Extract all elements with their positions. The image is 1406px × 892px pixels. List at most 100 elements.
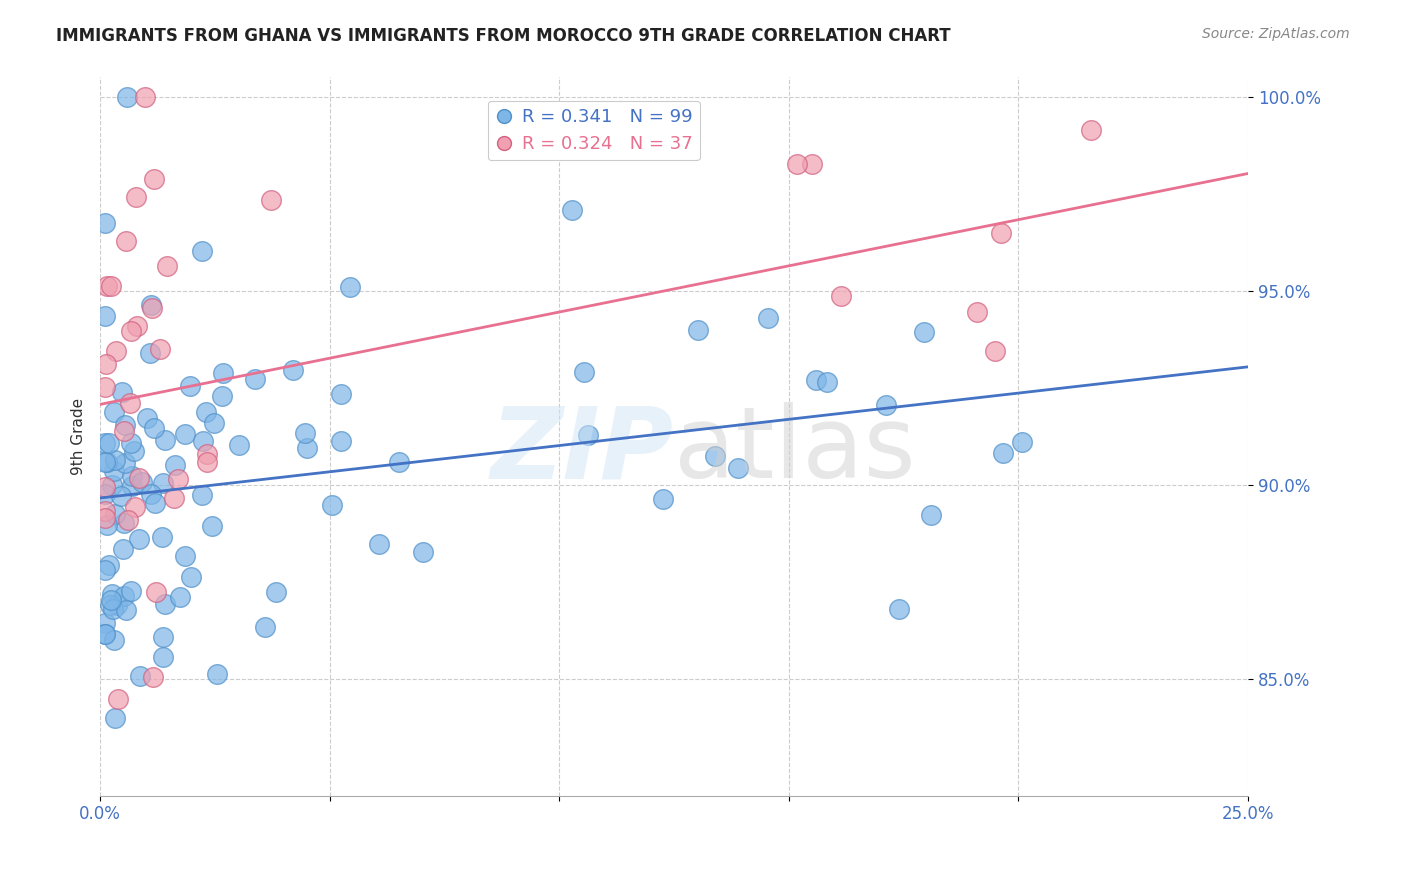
Immigrants from Ghana [264,584,287,599]
Immigrants from Ghana [321,499,343,513]
Y-axis label: 9th Grade: 9th Grade [72,398,86,475]
Immigrants from Ghana [572,365,595,379]
Immigrants from Ghana [875,398,897,412]
Immigrants from Ghana [121,479,143,493]
Immigrants from Ghana [94,627,117,641]
Immigrants from Morocco [260,193,283,207]
Immigrants from Morocco [127,319,149,334]
Immigrants from Ghana [228,438,250,452]
Immigrants from Ghana [152,650,174,665]
Immigrants from Ghana [339,280,361,294]
Immigrants from Morocco [128,471,150,485]
Immigrants from Ghana [93,216,115,230]
Immigrants from Ghana [139,486,162,500]
Immigrants from Ghana [96,518,118,533]
Immigrants from Ghana [103,465,125,479]
Immigrants from Morocco [156,259,179,273]
Immigrants from Ghana [212,366,235,380]
Immigrants from Morocco [107,691,129,706]
Immigrants from Ghana [104,453,127,467]
Immigrants from Morocco [143,171,166,186]
Immigrants from Ghana [94,626,117,640]
Immigrants from Ghana [129,669,152,683]
Immigrants from Ghana [110,489,132,503]
Immigrants from Ghana [756,310,779,325]
Text: Source: ZipAtlas.com: Source: ZipAtlas.com [1202,27,1350,41]
Immigrants from Ghana [111,384,134,399]
Text: ZIP: ZIP [491,402,673,500]
Immigrants from Morocco [984,344,1007,359]
Immigrants from Ghana [201,519,224,533]
Immigrants from Ghana [100,593,122,607]
Immigrants from Ghana [806,373,828,387]
Immigrants from Ghana [294,426,316,441]
Immigrants from Ghana [97,436,120,450]
Text: IMMIGRANTS FROM GHANA VS IMMIGRANTS FROM MOROCCO 9TH GRADE CORRELATION CHART: IMMIGRANTS FROM GHANA VS IMMIGRANTS FROM… [56,27,950,45]
Immigrants from Ghana [101,477,124,491]
Immigrants from Ghana [100,598,122,612]
Immigrants from Ghana [143,496,166,510]
Immigrants from Ghana [920,508,942,522]
Immigrants from Ghana [96,454,118,468]
Text: atlas: atlas [673,402,915,500]
Immigrants from Ghana [105,598,128,612]
Immigrants from Morocco [990,226,1012,240]
Immigrants from Ghana [98,558,121,573]
Immigrants from Morocco [93,380,115,394]
Immigrants from Morocco [145,584,167,599]
Immigrants from Ghana [174,426,197,441]
Immigrants from Ghana [330,387,353,401]
Immigrants from Ghana [202,416,225,430]
Immigrants from Ghana [122,444,145,458]
Immigrants from Ghana [136,411,159,425]
Immigrants from Ghana [180,570,202,584]
Immigrants from Ghana [121,469,143,483]
Immigrants from Ghana [245,372,267,386]
Immigrants from Morocco [124,189,146,203]
Immigrants from Ghana [93,616,115,631]
Immigrants from Morocco [112,424,135,438]
Immigrants from Morocco [100,279,122,293]
Immigrants from Ghana [254,620,277,634]
Immigrants from Ghana [114,418,136,433]
Immigrants from Morocco [96,278,118,293]
Immigrants from Ghana [120,583,142,598]
Immigrants from Ghana [131,475,153,489]
Immigrants from Ghana [211,388,233,402]
Immigrants from Morocco [195,455,218,469]
Immigrants from Ghana [169,591,191,605]
Immigrants from Ghana [163,458,186,472]
Immigrants from Ghana [150,530,173,544]
Immigrants from Ghana [173,549,195,563]
Immigrants from Morocco [134,90,156,104]
Immigrants from Ghana [179,379,201,393]
Immigrants from Ghana [368,537,391,551]
Immigrants from Morocco [94,357,117,371]
Immigrants from Ghana [112,589,135,603]
Immigrants from Morocco [195,447,218,461]
Immigrants from Ghana [93,455,115,469]
Immigrants from Ghana [205,667,228,681]
Immigrants from Ghana [114,456,136,470]
Immigrants from Morocco [93,504,115,518]
Immigrants from Ghana [120,436,142,450]
Immigrants from Ghana [912,325,935,339]
Immigrants from Ghana [576,428,599,442]
Immigrants from Ghana [104,508,127,522]
Immigrants from Ghana [652,491,675,506]
Immigrants from Ghana [93,309,115,323]
Immigrants from Ghana [993,445,1015,459]
Immigrants from Ghana [128,532,150,546]
Immigrants from Ghana [412,545,434,559]
Immigrants from Morocco [142,670,165,684]
Immigrants from Ghana [190,488,212,502]
Immigrants from Morocco [800,157,823,171]
Immigrants from Morocco [141,301,163,315]
Immigrants from Morocco [966,304,988,318]
Immigrants from Ghana [191,244,214,259]
Immigrants from Ghana [152,476,174,491]
Immigrants from Ghana [152,630,174,644]
Immigrants from Ghana [112,516,135,530]
Immigrants from Ghana [93,487,115,501]
Immigrants from Ghana [727,460,749,475]
